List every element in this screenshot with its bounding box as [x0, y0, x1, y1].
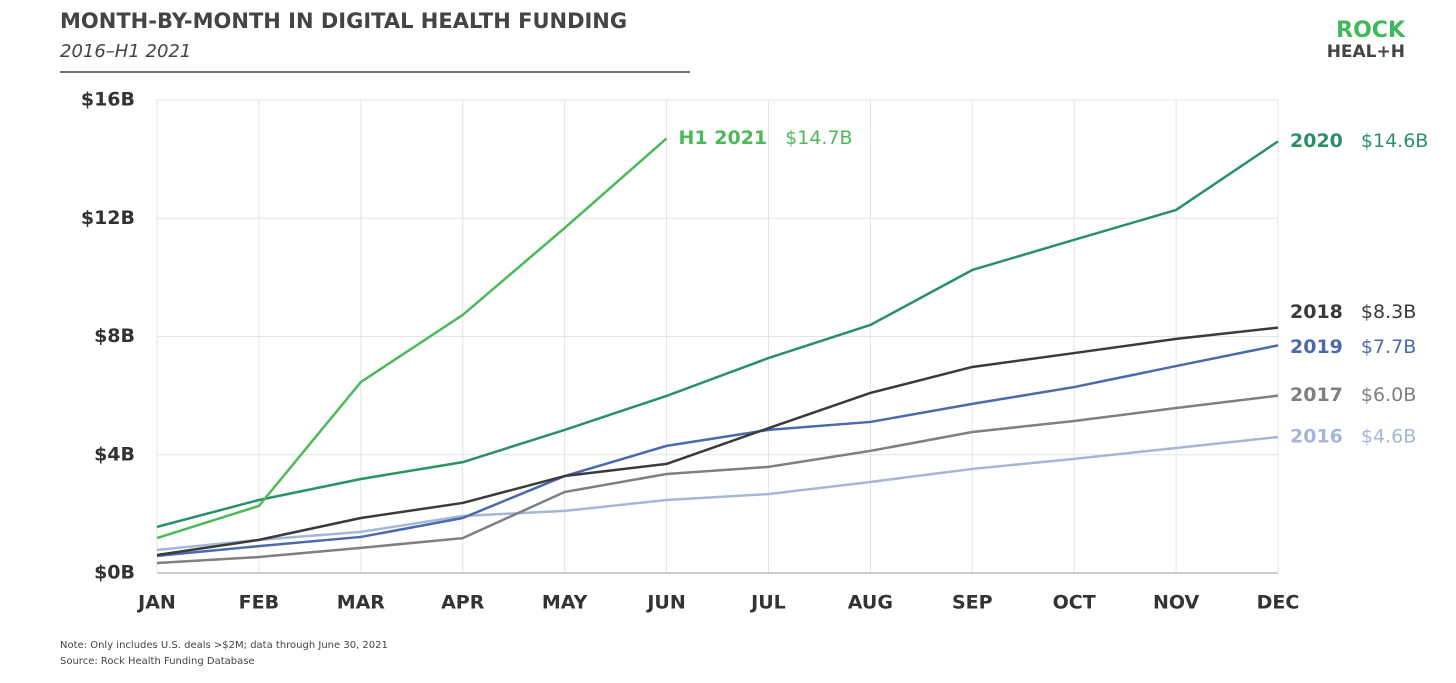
x-tick-label: MAR: [337, 592, 386, 614]
x-tick-label: FEB: [239, 592, 279, 614]
data-label: $14.6B: [1361, 130, 1428, 152]
series-line: [156, 137, 668, 540]
x-tick-label: NOV: [1153, 592, 1200, 614]
x-tick-label: JAN: [136, 592, 176, 614]
x-tick-label: JUN: [645, 592, 685, 614]
data-label: $14.7B: [785, 127, 852, 149]
legend-label: 2018: [1290, 301, 1343, 323]
logo: ROCK: [1336, 18, 1406, 43]
x-tick-label: APR: [441, 592, 485, 614]
x-tick-label: OCT: [1053, 592, 1096, 614]
y-tick-label: $16B: [81, 89, 135, 111]
series-line: [156, 435, 1279, 552]
note: Note: Only includes U.S. deals >$2M; dat…: [60, 640, 388, 651]
y-tick-label: $8B: [94, 325, 135, 347]
x-tick-label: MAY: [542, 592, 588, 614]
x-tick-label: DEC: [1257, 592, 1300, 614]
source: Source: Rock Health Funding Database: [60, 656, 255, 667]
y-tick-label: $4B: [94, 443, 135, 465]
y-tick-label: $0B: [94, 562, 135, 584]
series-line: [156, 394, 1279, 565]
chart-title: MONTH-BY-MONTH IN DIGITAL HEALTH FUNDING: [60, 9, 627, 33]
data-label: $8.3B: [1361, 301, 1416, 323]
data-label: $4.6B: [1361, 426, 1416, 448]
series-line: [156, 140, 1279, 529]
x-tick-label: AUG: [848, 592, 893, 614]
y-tick-label: $12B: [81, 207, 135, 229]
x-tick-label: SEP: [952, 592, 993, 614]
chart-subtitle: 2016–H1 2021: [60, 41, 191, 62]
legend-label: H1 2021: [679, 127, 768, 149]
legend-label: 2016: [1290, 426, 1343, 448]
series-line: [156, 326, 1279, 557]
data-label: $6.0B: [1361, 384, 1416, 406]
data-label: $7.7B: [1361, 336, 1416, 358]
logo: HEAL+H: [1327, 42, 1405, 62]
x-tick-label: JUL: [749, 592, 786, 614]
legend-label: 2017: [1290, 384, 1343, 406]
series-line: [156, 344, 1279, 558]
legend-label: 2019: [1290, 336, 1343, 358]
legend-label: 2020: [1290, 130, 1343, 152]
